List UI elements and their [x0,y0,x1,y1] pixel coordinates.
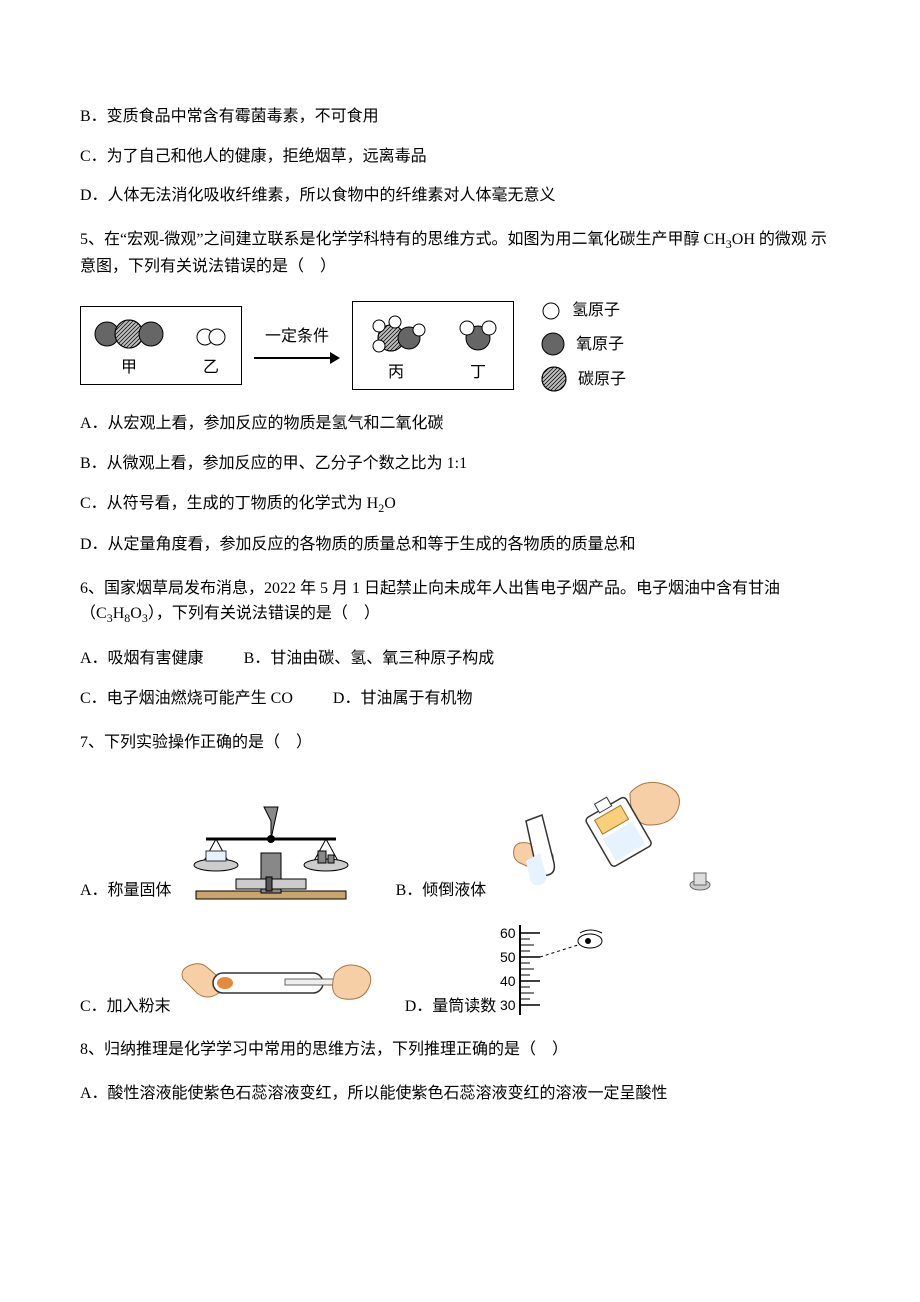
q6-row2: C．电子烟油燃烧可能产生 CO D．甘油属于有机物 [80,686,840,712]
tick-60: 60 [500,925,516,941]
mol-ch3oh-icon [365,312,427,356]
q5-option-b: B．从微观上看，参加反应的甲、乙分子个数之比为 1:1 [80,451,840,477]
c-atom-icon [540,365,568,393]
balance-scale-icon [176,793,366,903]
q7-label-b: B．倾倒液体 [396,878,487,904]
q5-label-yi: 乙 [203,355,219,381]
q5-label-jia: 甲 [121,355,137,381]
tick-30: 30 [500,997,516,1013]
q5-label-bing: 丙 [388,360,404,386]
q6-stem-line1: 6、国家烟草局发布消息，2022 年 5 月 1 日起禁止向未成年人出售电子烟产… [80,580,780,597]
q6-option-c: C．电子烟油燃烧可能产生 CO [80,686,293,712]
mol-h2-icon [193,317,229,351]
q5-mol-jia: 甲 [93,317,165,381]
q5-option-a: A．从宏观上看，参加反应的物质是氢气和二氧化碳 [80,411,840,437]
q5-reactant-box: 甲 乙 [80,306,242,386]
o-atom-icon [540,331,566,357]
q5-stem: 5、在“宏观-微观”之间建立联系是化学学科特有的思维方式。如图为用二氧化碳生产甲… [80,227,840,280]
q7-label-a: A．称量固体 [80,878,172,904]
q5-arrow: 一定条件 [252,324,342,368]
q6-option-d: D．甘油属于有机物 [333,686,473,712]
q5-mol-ding: 丁 [455,312,501,386]
q5-option-d: D．从定量角度看，参加反应的各物质的质量总和等于生成的各物质的质量总和 [80,532,840,558]
q6-row1: A．吸烟有害健康 B．甘油由碳、氢、氧三种原子构成 [80,646,840,672]
h-atom-icon [540,300,562,322]
q6-stem-l2c: O [130,605,142,622]
q5-optc-pre: C．从符号看，生成的丁物质的化学式为 H [80,495,378,512]
q6-stem: 6、国家烟草局发布消息，2022 年 5 月 1 日起禁止向未成年人出售电子烟产… [80,576,840,629]
pour-liquid-icon [490,773,720,903]
q6-stem-l2d: ），下列有关说法错误的是（ ） [148,605,380,622]
q5-mol-bing: 丙 [365,312,427,386]
q7-item-d: D．量筒读数 60 50 40 30 [405,919,621,1019]
q5-optc-post: O [384,495,396,512]
q7-item-a: A．称量固体 [80,793,366,903]
q7-row-ab: A．称量固体 B．倾倒液体 [80,773,840,903]
legend-o: 氧原子 [540,331,626,357]
q7-item-b: B．倾倒液体 [396,773,721,903]
legend-h-label: 氢原子 [572,298,620,324]
cylinder-reading-icon: 60 50 40 30 [500,919,620,1019]
legend-c: 碳原子 [540,365,626,393]
q5-stem-oh: OH 的微观 [732,231,807,248]
mol-h2o-icon [455,312,501,356]
q4-option-d: D．人体无法消化吸收纤维素，所以食物中的纤维素对人体毫无意义 [80,183,840,209]
q8-option-a: A．酸性溶液能使紫色石蕊溶液变红，所以能使紫色石蕊溶液变红的溶液一定呈酸性 [80,1081,840,1107]
q5-product-box: 丙 丁 [352,301,514,391]
q8-stem: 8、归纳推理是化学学习中常用的思维方法，下列推理正确的是（ ） [80,1037,840,1063]
tick-40: 40 [500,973,516,989]
q5-legend: 氢原子 氧原子 碳原子 [540,298,626,394]
q6-stem-l2b: H [113,605,125,622]
q5-stem-line1: 5、在“宏观-微观”之间建立联系是化学学科特有的思维方式。如图为用二氧化碳生产甲… [80,231,726,248]
tick-50: 50 [500,949,516,965]
q4-option-c: C．为了自己和他人的健康，拒绝烟草，远离毒品 [80,144,840,170]
q7-row-cd: C．加入粉末 D．量筒读数 6 [80,919,840,1019]
q6-option-a: A．吸烟有害健康 [80,646,204,672]
q6-stem-l2a: （C [80,605,107,622]
arrow-icon [252,349,342,367]
q6-option-b: B．甘油由碳、氢、氧三种原子构成 [244,646,495,672]
q4-option-b: B．变质食品中常含有霉菌毒素，不可食用 [80,104,840,130]
q7-stem: 7、下列实验操作正确的是（ ） [80,730,840,756]
q5-arrow-label: 一定条件 [265,324,329,350]
q7-label-d: D．量筒读数 [405,994,497,1020]
q5-label-ding: 丁 [470,360,486,386]
legend-o-label: 氧原子 [576,332,624,358]
q5-diagram: 甲 乙 一定条件 [80,298,840,394]
legend-c-label: 碳原子 [578,367,626,393]
mol-co2-icon [93,317,165,351]
q7-label-c: C．加入粉末 [80,994,171,1020]
add-powder-icon [175,939,375,1019]
legend-h: 氢原子 [540,298,626,324]
q7-item-c: C．加入粉末 [80,939,375,1019]
q5-mol-yi: 乙 [193,317,229,381]
q5-option-c: C．从符号看，生成的丁物质的化学式为 H2O [80,491,840,518]
